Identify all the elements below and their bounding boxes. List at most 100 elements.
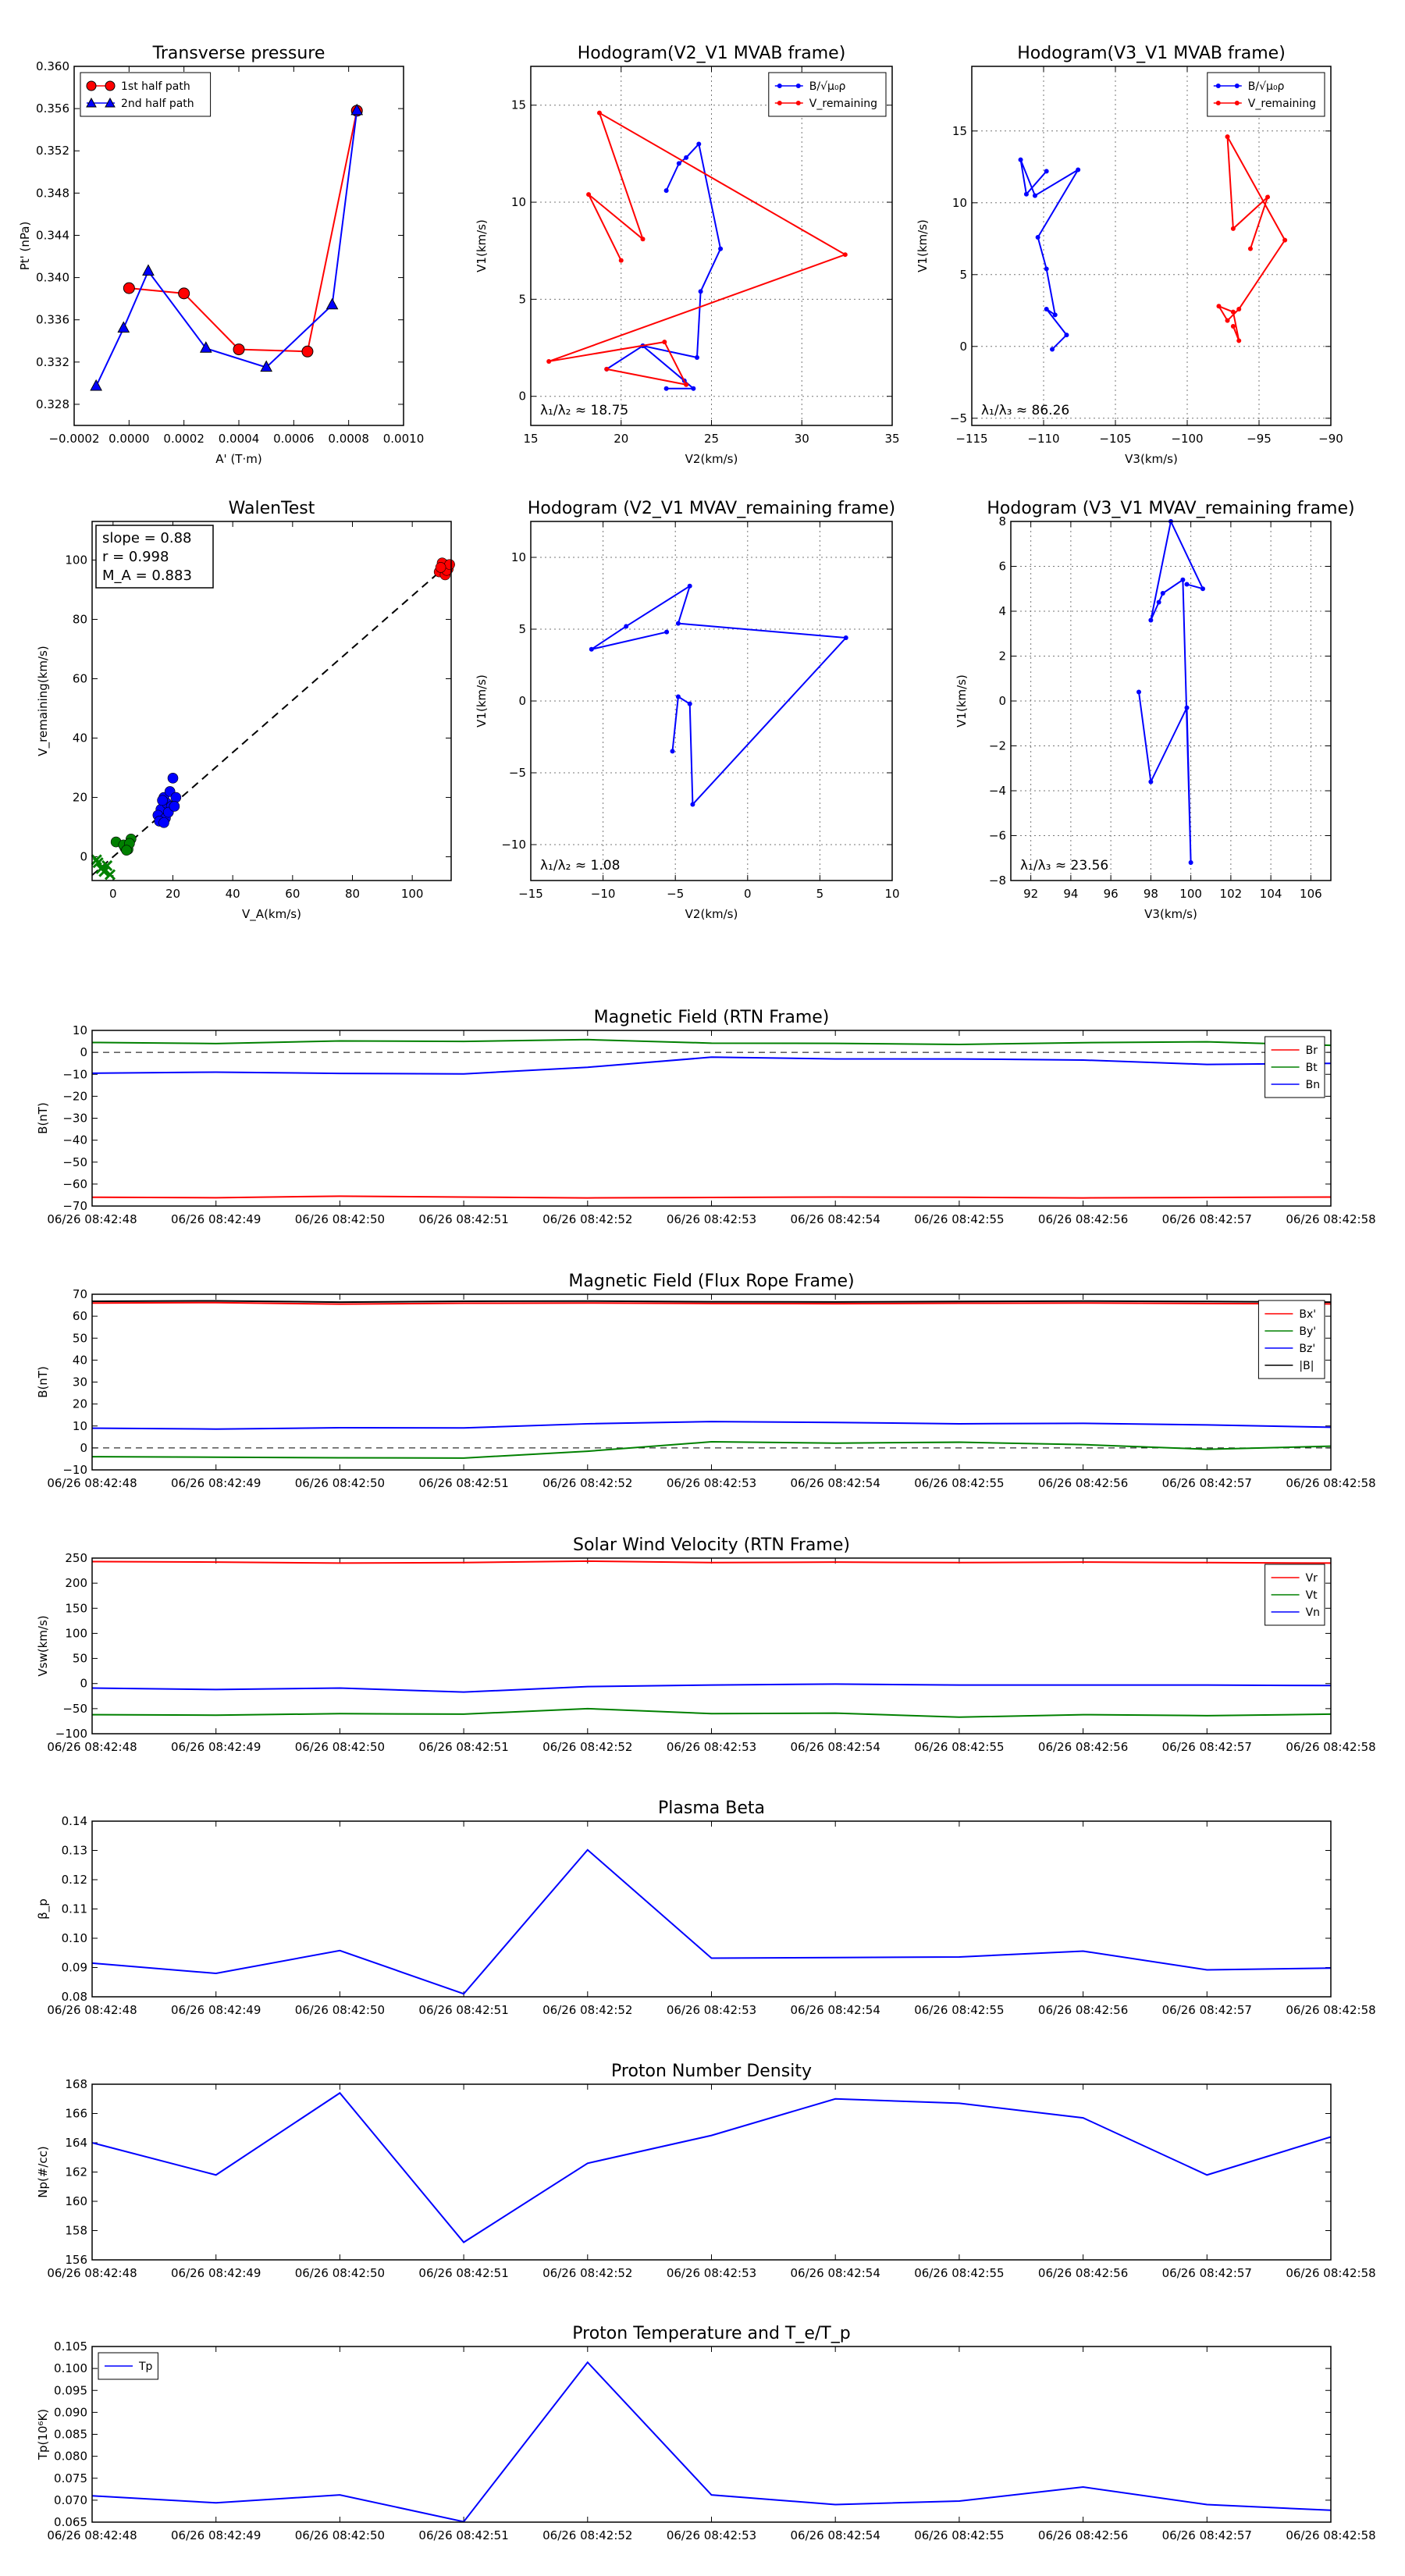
x-axis-label: V3(km/s) — [1144, 907, 1197, 921]
y-tick-label: 100 — [65, 553, 87, 567]
x-tick-label: 06/26 08:42:56 — [1038, 1212, 1128, 1226]
x-tick-label: −0.0002 — [48, 432, 99, 446]
y-tick-label: −2 — [989, 739, 1006, 753]
chart-title: Solar Wind Velocity (RTN Frame) — [573, 1535, 850, 1555]
series-line-v — [591, 584, 848, 806]
series-line-Bx' — [92, 1301, 1331, 1305]
x-tick-label: 06/26 08:42:55 — [914, 1476, 1004, 1490]
legend-label-0: B/√μ₀ρ — [809, 80, 846, 93]
data-point — [694, 354, 699, 360]
x-tick-label: 06/26 08:42:57 — [1162, 2003, 1252, 2017]
x-tick-label: 06/26 08:42:56 — [1038, 1740, 1128, 1754]
x-tick-label: 100 — [1179, 887, 1202, 901]
data-point — [624, 624, 629, 629]
x-tick-label: 06/26 08:42:55 — [914, 2266, 1004, 2280]
y-tick-label: 0 — [959, 340, 967, 354]
data-point — [157, 795, 168, 806]
x-tick-label: 06/26 08:42:48 — [47, 1476, 137, 1490]
x-tick-label: 06/26 08:42:50 — [295, 1740, 385, 1754]
data-point — [1160, 591, 1165, 596]
legend: Vr Vt Vn — [1264, 1564, 1325, 1626]
x-tick-label: 0.0008 — [328, 432, 369, 446]
data-point — [1044, 266, 1049, 272]
y-tick-label: 30 — [73, 1375, 87, 1389]
data-point — [1148, 617, 1154, 623]
chart-h3: −15 −10 −5 0 5 10 −10 −5 0 5 10 Hodogram (V2_V1 MVA… — [475, 499, 900, 921]
y-tick-label: −30 — [62, 1112, 87, 1126]
data-point — [662, 340, 667, 345]
x-tick-label: 06/26 08:42:55 — [914, 2003, 1004, 2017]
chart-title: Hodogram(V2_V1 MVAB frame) — [578, 44, 846, 63]
x-tick-label: 0.0002 — [163, 432, 205, 446]
chart-title: WalenTest — [229, 499, 315, 518]
data-point — [687, 701, 692, 706]
plot-frame — [91, 1820, 1332, 1998]
x-tick-label: 06/26 08:42:52 — [542, 2266, 632, 2280]
y-tick-label: 158 — [65, 2224, 87, 2238]
data-point — [123, 282, 135, 294]
x-tick-label: 40 — [226, 887, 240, 901]
x-tick-label: 06/26 08:42:49 — [171, 1212, 261, 1226]
data-point — [199, 341, 212, 353]
chart-h1: 15 20 25 30 35 0 5 10 15 Hodogram(V2_V1 MVAB fram… — [475, 44, 900, 466]
x-tick-label: 06/26 08:42:51 — [418, 2266, 508, 2280]
x-tick-label: 06/26 08:42:55 — [914, 1740, 1004, 1754]
x-tick-label: −110 — [1027, 432, 1059, 446]
y-tick-label: 6 — [998, 560, 1006, 574]
data-point — [675, 694, 681, 699]
y-tick-label: −6 — [989, 829, 1006, 843]
x-tick-label: 06/26 08:42:51 — [418, 1212, 508, 1226]
y-tick-label: 50 — [73, 1652, 87, 1666]
legend-label-1: Bt — [1306, 1062, 1318, 1074]
chart-h2: −115 −110 −105 −100 −95 −90 −5 0 5 10 15 Hodogram(V… — [916, 44, 1343, 466]
x-tick-label: −90 — [1318, 432, 1343, 446]
series-line-Bt — [92, 1038, 1331, 1047]
x-tick-label: 06/26 08:42:48 — [47, 1740, 137, 1754]
y-tick-label: 0.080 — [54, 2450, 87, 2464]
x-tick-label: 06/26 08:42:48 — [47, 2528, 137, 2542]
x-tick-label: 06/26 08:42:48 — [47, 2003, 137, 2017]
y-tick-label: 0.360 — [36, 59, 69, 73]
data-point — [589, 646, 594, 652]
x-tick-label: 06/26 08:42:54 — [791, 2003, 880, 2017]
y-tick-label: 10 — [73, 1419, 87, 1433]
legend-label-0: Vr — [1306, 1572, 1318, 1585]
legend-label-0: Tp — [138, 2361, 153, 2373]
x-tick-label: 06/26 08:42:52 — [542, 1740, 632, 1754]
y-tick-label: 40 — [73, 731, 87, 745]
data-point — [1225, 318, 1230, 323]
y-tick-label: 0 — [518, 390, 526, 404]
series-line-Np — [92, 2091, 1331, 2243]
x-tick-label: 06/26 08:42:49 — [171, 1476, 261, 1490]
data-point — [842, 252, 848, 258]
x-tick-label: −115 — [955, 432, 987, 446]
legend-label-0: B/√μ₀ρ — [1248, 80, 1285, 93]
y-tick-label: 250 — [65, 1551, 87, 1565]
y-tick-label: 160 — [65, 2194, 87, 2208]
y-axis-label: V1(km/s) — [955, 674, 969, 728]
y-tick-label: 166 — [65, 2107, 87, 2121]
y-tick-label: 20 — [73, 791, 87, 805]
x-tick-label: 06/26 08:42:51 — [418, 1740, 508, 1754]
x-tick-label: 06/26 08:42:51 — [418, 2003, 508, 2017]
plot-frame — [530, 521, 893, 881]
data-point — [1018, 157, 1023, 162]
x-tick-label: 06/26 08:42:49 — [171, 2528, 261, 2542]
y-tick-label: 10 — [511, 550, 526, 564]
legend-label-1: 2nd half path — [121, 98, 194, 110]
y-tick-label: 2 — [998, 649, 1006, 664]
data-point — [169, 801, 180, 812]
legend-label-2: Bz' — [1299, 1343, 1315, 1355]
y-tick-label: 0.340 — [36, 271, 69, 285]
x-tick-label: 96 — [1104, 887, 1119, 901]
y-tick-label: 4 — [998, 604, 1006, 618]
series-line-Bz' — [92, 1421, 1331, 1430]
y-axis-label: Np(#/cc) — [36, 2146, 50, 2198]
y-tick-label: 0 — [80, 850, 87, 864]
x-tick-label: 0.0010 — [383, 432, 425, 446]
y-tick-label: 0.344 — [36, 228, 69, 242]
y-tick-label: −10 — [501, 838, 526, 852]
x-tick-label: 06/26 08:42:53 — [667, 1476, 756, 1490]
data-point — [1180, 577, 1186, 582]
